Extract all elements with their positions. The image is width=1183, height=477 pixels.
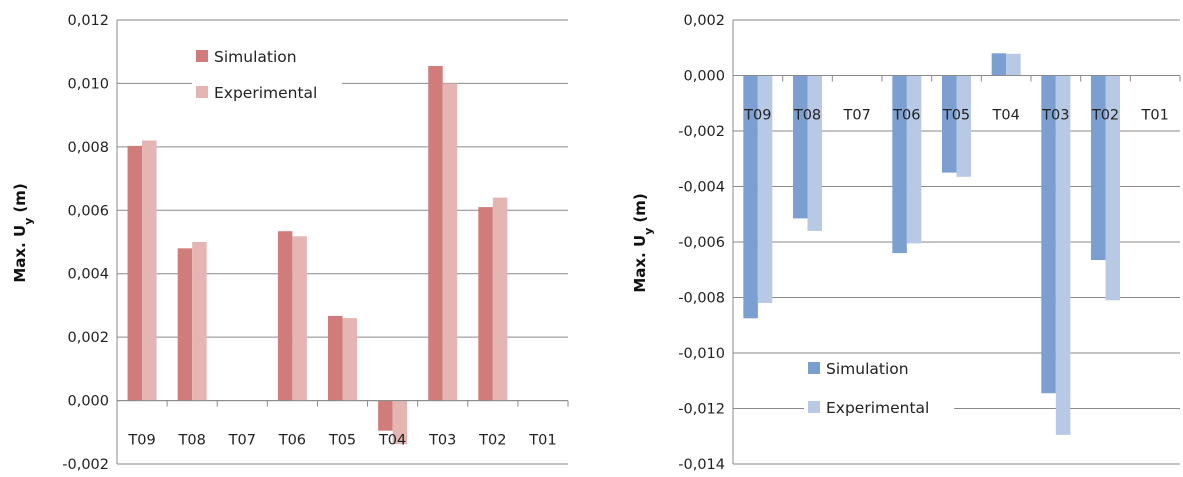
bar-experimental-t02 xyxy=(492,197,508,401)
bar-simulation-t08 xyxy=(793,75,808,219)
legend: Simulation Experimental xyxy=(192,44,342,104)
y-axis-title-main: Max. U xyxy=(631,235,649,293)
y-tick-label: 0,002 xyxy=(67,330,109,346)
y-tick-labels: -0,014 -0,012 -0,010 -0,008 -0,006 -0,004 -0,0… xyxy=(678,13,725,473)
x-tick-label: T06 xyxy=(278,433,306,449)
axes xyxy=(116,20,569,464)
x-tick-label: T06 xyxy=(892,108,920,124)
right-chart: -0,014 -0,012 -0,010 -0,008 -0,006 -0,004 -0,0… xyxy=(631,13,1181,473)
y-axis-title-unit: (m) xyxy=(11,183,29,212)
bars xyxy=(127,65,508,445)
bar-experimental-t06 xyxy=(292,236,307,401)
bar-experimental-t02 xyxy=(1105,75,1120,301)
legend-swatch-experimental xyxy=(808,401,820,413)
legend-label-experimental: Experimental xyxy=(826,399,929,417)
x-tick-label: T01 xyxy=(1141,108,1169,124)
bar-experimental-t03 xyxy=(442,83,458,401)
bar-experimental-t03 xyxy=(1055,75,1071,435)
y-tick-label: -0,012 xyxy=(678,402,725,418)
bar-simulation-t06 xyxy=(277,231,293,401)
y-tick-label: -0,002 xyxy=(678,124,725,140)
x-tick-labels: T09 T08 T07 T06 T05 T04 T03 T02 T01 xyxy=(127,433,556,449)
y-tick-label: -0,004 xyxy=(678,180,725,196)
y-tick-label: -0,006 xyxy=(678,235,725,251)
legend-label-simulation: Simulation xyxy=(214,48,297,66)
bar-experimental-t04 xyxy=(392,400,408,445)
y-tick-label: 0,000 xyxy=(683,69,725,85)
bar-simulation-t03 xyxy=(428,65,443,401)
legend-swatch-simulation xyxy=(808,362,820,374)
legend-background xyxy=(192,80,342,104)
x-tick-label: T02 xyxy=(478,433,506,449)
y-tick-label: 0,012 xyxy=(67,13,109,29)
y-tick-label: 0,004 xyxy=(67,267,109,283)
y-tick-label: 0,000 xyxy=(67,394,109,410)
x-tick-label: T09 xyxy=(743,108,771,124)
bar-simulation-t04 xyxy=(378,400,393,431)
bar-simulation-t05 xyxy=(328,315,343,401)
x-tick-label: T03 xyxy=(428,433,456,449)
y-axis-title-unit: (m) xyxy=(631,193,649,222)
y-axis-title: Max. Uy (m) xyxy=(631,193,655,292)
bar-experimental-t09 xyxy=(757,75,773,304)
x-tick-label: T07 xyxy=(228,433,256,449)
x-tick-label: T09 xyxy=(127,433,155,449)
y-tick-label: -0,014 xyxy=(678,457,725,473)
x-tick-label: T02 xyxy=(1091,108,1119,124)
x-tick-label: T05 xyxy=(328,433,356,449)
legend-background xyxy=(804,356,954,380)
bar-experimental-t05 xyxy=(956,75,971,177)
x-tick-label: T05 xyxy=(942,108,970,124)
bar-simulation-t09 xyxy=(743,75,758,319)
bar-simulation-t02 xyxy=(1091,75,1106,261)
y-axis-title-sub: y xyxy=(642,228,655,235)
legend-label-simulation: Simulation xyxy=(826,360,909,378)
legend-swatch-experimental xyxy=(196,86,208,98)
x-tick-label: T04 xyxy=(378,433,406,449)
x-tick-label: T08 xyxy=(793,108,821,124)
bars xyxy=(743,53,1120,435)
x-tick-label: T01 xyxy=(528,433,556,449)
y-tick-label: 0,010 xyxy=(67,76,109,92)
axes xyxy=(732,20,1181,464)
y-tick-label: -0,002 xyxy=(62,457,109,473)
bar-experimental-t08 xyxy=(807,75,822,231)
bar-simulation-t06 xyxy=(892,75,907,254)
bar-simulation-t05 xyxy=(942,75,957,173)
legend-background xyxy=(192,44,342,68)
legend-swatch-simulation xyxy=(196,50,208,62)
legend-label-experimental: Experimental xyxy=(214,84,317,102)
bar-experimental-t06 xyxy=(906,75,922,244)
y-axis-title: Max. Uy (m) xyxy=(11,183,35,282)
y-tick-labels: -0,002 0,000 0,002 0,004 0,006 0,008 0,010 0,01… xyxy=(62,13,109,473)
y-axis-title-main: Max. U xyxy=(11,225,29,283)
y-axis-title-sub: y xyxy=(22,218,35,225)
y-tick-label: -0,008 xyxy=(678,291,725,307)
x-tick-label: T03 xyxy=(1041,108,1069,124)
left-chart: -0,002 0,000 0,002 0,004 0,006 0,008 0,010 0,01… xyxy=(11,13,569,473)
x-tick-labels: T09 T08 T07 T06 T05 T04 T03 T02 T01 xyxy=(743,108,1169,124)
y-tick-label: -0,010 xyxy=(678,346,725,362)
bar-simulation-t09 xyxy=(127,145,143,401)
bar-experimental-t05 xyxy=(342,318,357,401)
bar-simulation-t02 xyxy=(478,207,493,401)
bar-simulation-t04 xyxy=(991,53,1007,76)
bar-experimental-t04 xyxy=(1006,53,1021,76)
x-tick-label: T07 xyxy=(843,108,871,124)
legend: Simulation Experimental xyxy=(804,356,954,419)
y-tick-label: 0,002 xyxy=(683,13,725,29)
bar-simulation-t03 xyxy=(1041,75,1056,394)
legend-background xyxy=(804,395,954,419)
bar-experimental-t09 xyxy=(142,140,157,401)
x-tick-label: T04 xyxy=(992,108,1020,124)
bar-simulation-t08 xyxy=(177,248,193,401)
y-tick-label: 0,008 xyxy=(67,140,109,156)
bar-experimental-t08 xyxy=(192,242,207,401)
x-tick-label: T08 xyxy=(178,433,206,449)
y-tick-label: 0,006 xyxy=(67,203,109,219)
